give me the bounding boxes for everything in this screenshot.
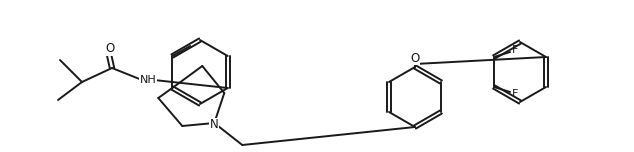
Text: F: F	[512, 89, 518, 99]
Text: O: O	[410, 52, 420, 64]
Text: N: N	[210, 119, 219, 131]
Text: F: F	[512, 45, 518, 55]
Text: NH: NH	[139, 75, 157, 85]
Text: O: O	[105, 43, 115, 55]
